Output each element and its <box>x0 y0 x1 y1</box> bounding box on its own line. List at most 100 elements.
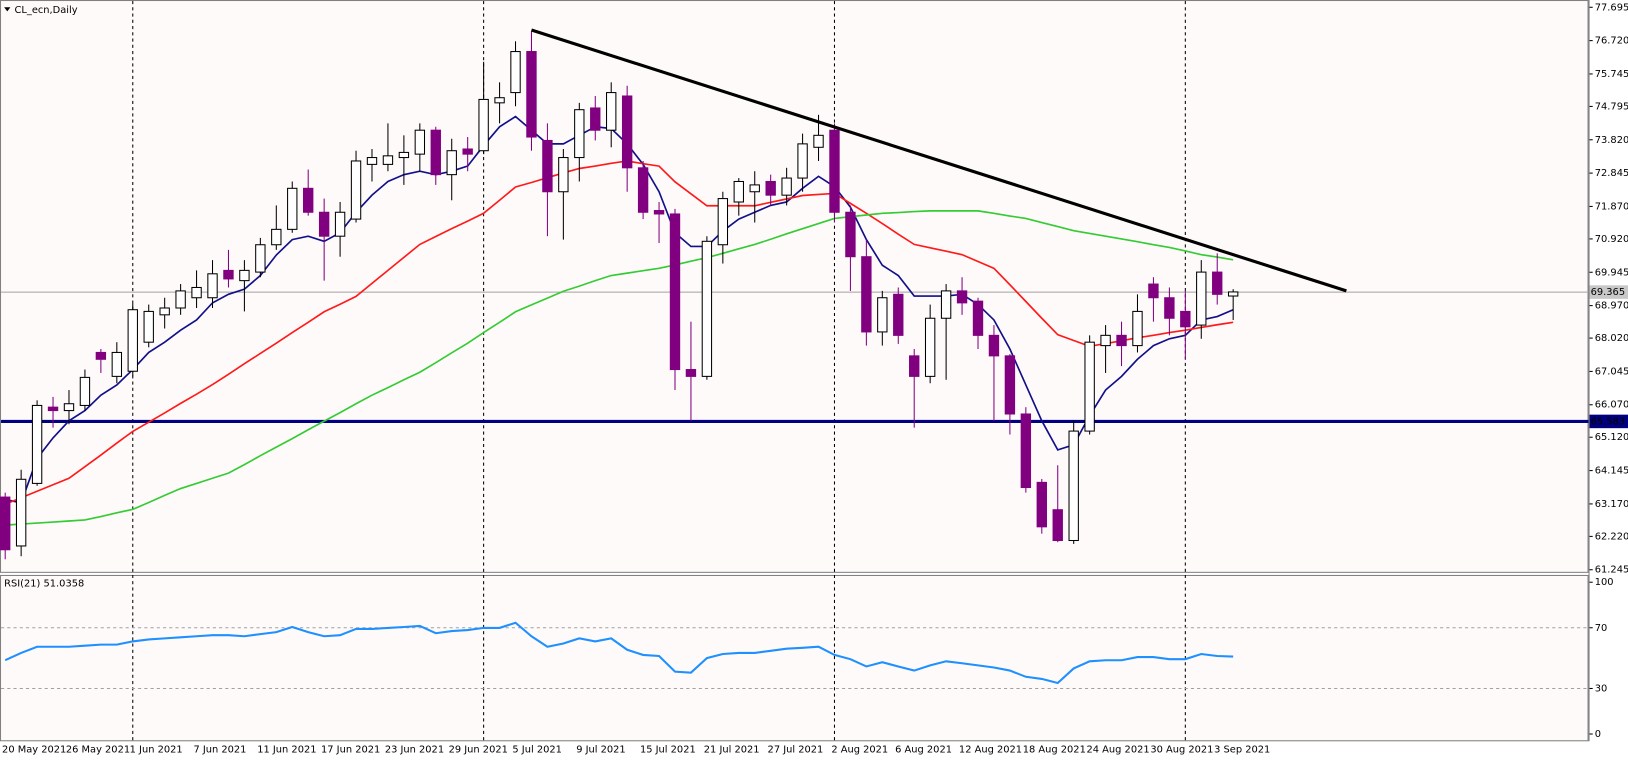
candle-body <box>797 143 808 179</box>
candle-body <box>988 334 1000 357</box>
candle-body <box>510 51 521 94</box>
candle-body <box>462 148 473 155</box>
candle-body <box>590 107 601 131</box>
candle-body <box>334 211 346 237</box>
candle-body <box>956 290 968 304</box>
chart-title: CL_ecn,Daily <box>15 5 78 16</box>
y-tick-label: 70 <box>1595 623 1608 634</box>
candle-body <box>606 92 617 131</box>
candle-body <box>1036 481 1047 528</box>
candle-body <box>143 310 154 343</box>
candle-body <box>398 151 410 159</box>
x-tick-label: 26 May 2021 <box>66 745 130 756</box>
x-tick-label: 12 Aug 2021 <box>959 745 1022 756</box>
moving-average <box>4 160 1234 506</box>
price-label: 65.583 <box>1591 416 1625 427</box>
rsi-panel <box>0 574 1589 742</box>
candle-body <box>1052 509 1063 542</box>
candle-body <box>1164 297 1175 319</box>
candle-body <box>350 160 362 220</box>
price-label-box <box>1588 285 1628 299</box>
y-tick-label: 30 <box>1595 683 1608 694</box>
candle-body <box>303 187 314 213</box>
x-tick-label: 30 Aug 2021 <box>1150 745 1213 756</box>
candle-body <box>1068 430 1079 542</box>
candle-body <box>637 167 649 213</box>
x-tick-label: 11 Jun 2021 <box>257 745 316 756</box>
y-tick-label: 62.220 <box>1595 531 1628 542</box>
candle-body <box>1084 341 1095 432</box>
candle-body <box>1148 283 1159 299</box>
candle-body <box>159 307 170 316</box>
y-tick-label: 75.745 <box>1595 69 1628 80</box>
candle-body <box>829 129 840 213</box>
price-label: 69.365 <box>1591 287 1625 298</box>
x-tick-label: 27 Jul 2021 <box>768 745 824 756</box>
candle-body <box>558 157 569 193</box>
candle-body <box>733 180 744 203</box>
moving-average <box>5 115 1234 504</box>
y-tick-label: 67.045 <box>1595 366 1628 377</box>
x-tick-label: 6 Aug 2021 <box>895 745 952 756</box>
candle-body <box>318 211 330 237</box>
candle-body <box>271 228 282 246</box>
x-tick-label: 20 May 2021 <box>2 745 66 756</box>
x-tick-label: 3 Sep 2021 <box>1214 745 1270 756</box>
x-tick-label: 15 Jul 2021 <box>640 745 696 756</box>
title-marker <box>4 7 11 12</box>
candle-body <box>1100 334 1111 347</box>
x-tick-label: 17 Jun 2021 <box>321 745 380 756</box>
candle-body <box>669 213 681 371</box>
candle-body <box>1004 355 1016 415</box>
candle-body <box>15 478 27 547</box>
candle-body <box>47 406 59 412</box>
candle-body <box>446 150 457 176</box>
rsi-line <box>4 621 1234 685</box>
candle-body <box>924 317 936 377</box>
y-tick-label: 68.970 <box>1595 301 1628 312</box>
candle-body <box>717 198 729 246</box>
candle-body <box>621 95 633 169</box>
x-tick-label: 2 Aug 2021 <box>831 745 888 756</box>
candle-body <box>430 129 441 176</box>
candle-body <box>685 369 697 377</box>
x-tick-label: 23 Jun 2021 <box>385 745 444 756</box>
y-tick-label: 68.020 <box>1595 333 1628 344</box>
candle-body <box>701 240 713 377</box>
candle-body <box>111 351 123 377</box>
candle-body <box>207 273 218 299</box>
candle-body <box>1116 334 1127 347</box>
candle-body <box>287 187 298 230</box>
price-label-box <box>1588 414 1628 429</box>
candle-body <box>1227 291 1239 297</box>
candle-body <box>127 309 138 372</box>
x-tick-label: 29 Jun 2021 <box>449 745 508 756</box>
candle-body <box>382 155 394 165</box>
candle-body <box>781 177 792 196</box>
candle-body <box>239 269 250 282</box>
y-tick-label: 70.920 <box>1595 234 1628 245</box>
y-tick-label: 77.695 <box>1595 2 1628 13</box>
candle-body <box>223 269 234 280</box>
candle-body <box>255 244 266 273</box>
candle-body <box>1020 413 1032 489</box>
indicator-value: 51.0358 <box>44 578 85 589</box>
candle-body <box>940 290 952 319</box>
y-tick-label: 72.845 <box>1595 168 1628 179</box>
candle-body <box>191 286 202 299</box>
candle-body <box>95 351 107 360</box>
candle-body <box>765 180 776 196</box>
candle-body <box>0 496 11 551</box>
y-tick-label: 64.145 <box>1595 466 1628 477</box>
candle-body <box>1180 310 1191 328</box>
candle-body <box>653 210 665 215</box>
moving-average <box>5 210 1234 526</box>
y-tick-label: 0 <box>1595 729 1601 740</box>
candle-body <box>79 376 91 406</box>
candle-body <box>893 293 904 336</box>
candle-body <box>414 129 426 155</box>
y-tick-label: 69.945 <box>1595 267 1628 278</box>
y-tick-label: 76.720 <box>1595 36 1628 47</box>
candle-body <box>1212 271 1223 295</box>
candle-body <box>749 184 760 193</box>
